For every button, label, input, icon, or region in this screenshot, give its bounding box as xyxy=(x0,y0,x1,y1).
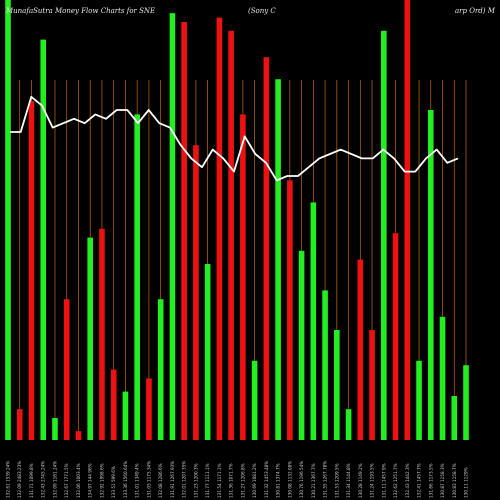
money-flow-bar xyxy=(204,264,211,440)
x-tick-label: 131.77 1111.1% xyxy=(205,463,210,498)
money-flow-bar xyxy=(110,369,117,440)
x-tick-label: 132.41 1457.7% xyxy=(417,463,422,498)
money-flow-bar xyxy=(451,396,458,440)
money-flow-bar xyxy=(228,30,234,441)
x-tick-label: 132.43 1442.3% xyxy=(405,463,410,498)
x-tick-label: 131.55 1267.78% xyxy=(323,461,328,498)
x-tick-label: 130.28 1149.2% xyxy=(358,463,363,498)
money-flow-bar xyxy=(369,330,375,440)
x-tick-label: 131.91 1267.93% xyxy=(170,461,175,498)
money-flow-bar xyxy=(392,233,399,440)
tick-layer: 132.61 1539.24% 132.09 2483.23% 131.71 109… xyxy=(6,461,469,498)
x-tick-label: 132.06 1003.4% xyxy=(76,463,81,498)
money-flow-bar xyxy=(404,0,411,440)
money-flow-bar xyxy=(146,378,152,440)
x-tick-label: 131.24 1193.5% xyxy=(370,463,375,498)
x-tick-label: 130.87 1158.3% xyxy=(440,463,445,498)
x-tick-label: 130.08 1132.08% xyxy=(287,461,292,498)
money-flow-bar xyxy=(40,39,47,440)
money-flow-line xyxy=(10,95,459,182)
money-flow-bar xyxy=(87,237,94,440)
money-flow-bar xyxy=(251,360,258,440)
x-tick-label: 132.01 1207.35% xyxy=(182,461,187,498)
x-tick-label: 130.69 1081.2% xyxy=(252,463,257,498)
money-flow-bar xyxy=(427,110,434,440)
x-tick-label: 130.76 1196.54% xyxy=(299,461,304,498)
x-tick-label: 131.32 1453.48% xyxy=(264,461,269,498)
chart-subtitle: (Sony C xyxy=(248,7,276,15)
x-tick-label: 131.53 1209.5% xyxy=(334,463,339,498)
x-tick-label: 132.67 1771.5% xyxy=(64,463,69,498)
x-tick-label: 131.34 1144.8% xyxy=(346,463,351,498)
x-tick-label: 132.61 1539.24% xyxy=(6,461,11,498)
x-tick-label: 132.43 2745.24% xyxy=(41,461,46,498)
money-flow-bar xyxy=(287,180,293,440)
money-flow-bar xyxy=(334,330,340,440)
money-flow-bar xyxy=(416,360,422,440)
chart-title: MunafaSutra Money Flow Charts for SNE xyxy=(5,7,155,15)
money-flow-bar xyxy=(169,13,176,440)
chart-subtitle-tail: arp Ord) M xyxy=(455,7,496,15)
x-tick-label: 132.08 1286.6% xyxy=(158,463,163,498)
money-flow-bar xyxy=(28,101,35,440)
money-flow-bar xyxy=(463,365,469,440)
x-tick-label: 130.81 1374.7% xyxy=(276,463,281,498)
money-flow-bar xyxy=(322,290,328,440)
money-flow-bar xyxy=(157,299,164,440)
x-tick-label: 132.09 1161.24% xyxy=(52,461,57,498)
x-tick-label: 131.54 1171.1% xyxy=(217,463,222,498)
x-tick-label: 130.21 1367.7% xyxy=(311,463,316,498)
money-flow-bar xyxy=(193,145,199,440)
money-flow-bar xyxy=(16,409,23,440)
x-tick-label: 134.97 144.96% xyxy=(88,463,93,498)
money-flow-bar xyxy=(240,114,246,441)
money-flow-bar xyxy=(99,228,105,440)
x-tick-label: 131.03 1175.34% xyxy=(146,461,151,498)
x-tick-label: 133.51 599.6% xyxy=(111,466,116,498)
money-flow-bar xyxy=(52,418,58,440)
x-tick-label: 130.83 1158.7% xyxy=(452,463,457,498)
money-flow-bar xyxy=(310,202,317,440)
x-tick-label: 132.92 1998.6% xyxy=(99,463,104,498)
money-flow-bar xyxy=(134,114,140,441)
money-flow-bar xyxy=(5,0,11,440)
x-tick-label: 132.09 2483.23% xyxy=(17,461,22,498)
line-layer xyxy=(10,95,459,182)
money-flow-bar xyxy=(380,30,387,441)
x-tick-label: 131.11 1457.9% xyxy=(381,463,386,498)
bar-layer xyxy=(5,0,469,441)
x-tick-label: 131.71 1099.8% xyxy=(29,463,34,498)
x-tick-label: 131.66 1173.5% xyxy=(428,463,433,498)
x-tick-label: 132.62 1251.7% xyxy=(393,463,398,498)
money-flow-bar xyxy=(216,17,223,440)
money-flow-bar xyxy=(75,431,82,440)
money-flow-bar xyxy=(122,391,129,440)
x-tick-label: 131.36 1071.7% xyxy=(229,463,234,498)
x-tick-label: 133.36 1560.64% xyxy=(123,461,128,498)
x-tick-label: 131.27 1206.8% xyxy=(240,463,245,498)
money-flow-bar xyxy=(357,259,364,440)
money-flow-bar xyxy=(263,57,270,440)
money-flow-bar xyxy=(181,22,187,440)
money-flow-bar xyxy=(275,79,281,440)
money-flow-bar xyxy=(298,250,305,440)
x-tick-label: 131.01 1349.4% xyxy=(135,463,140,498)
x-tick-label: 131.23 1200.3% xyxy=(193,463,198,498)
money-flow-bar xyxy=(63,299,70,440)
money-flow-bar xyxy=(439,316,446,440)
money-flow-bar xyxy=(345,409,352,440)
x-tick-label: 130.11 1129% xyxy=(464,467,469,498)
